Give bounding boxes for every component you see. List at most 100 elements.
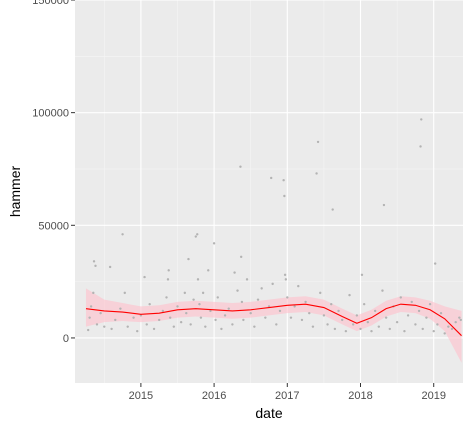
data-point	[103, 325, 106, 328]
data-point	[322, 314, 326, 317]
data-point	[406, 314, 410, 317]
data-point	[220, 327, 223, 331]
data-point	[212, 242, 216, 245]
data-point	[388, 327, 391, 331]
data-point	[196, 278, 200, 281]
data-point	[256, 298, 260, 301]
data-points	[86, 118, 463, 335]
plot-panel	[75, 0, 463, 383]
data-point	[341, 318, 344, 322]
data-point	[315, 172, 318, 175]
data-point	[326, 323, 329, 326]
y-axis-title: hammer	[7, 165, 23, 217]
data-point	[231, 323, 234, 326]
data-point	[132, 316, 135, 319]
data-point	[414, 323, 417, 326]
data-point	[260, 287, 263, 290]
data-point	[370, 329, 373, 333]
data-point	[410, 300, 413, 304]
data-point	[304, 300, 307, 304]
data-point	[433, 262, 437, 265]
x-tick-label: 2017	[275, 390, 299, 402]
data-point	[209, 309, 212, 313]
data-point	[242, 318, 245, 322]
data-point	[196, 233, 199, 236]
data-point	[333, 327, 337, 331]
x-axis-title: date	[255, 405, 282, 421]
data-point	[417, 309, 421, 313]
data-point	[377, 325, 381, 328]
data-point	[108, 265, 112, 269]
data-point	[348, 293, 351, 297]
data-point	[382, 203, 386, 207]
x-tick-label: 2019	[421, 390, 445, 402]
data-point	[161, 309, 165, 313]
data-point	[297, 284, 300, 288]
y-tick-label: 150000	[32, 0, 69, 7]
data-point	[198, 302, 201, 306]
major-grid	[75, 0, 463, 383]
y-tick-label: 100000	[32, 108, 69, 120]
data-point	[92, 291, 95, 295]
data-point	[283, 273, 287, 277]
data-point	[360, 273, 364, 277]
data-point	[337, 309, 340, 313]
confidence-ribbon	[85, 288, 462, 363]
data-point	[319, 291, 322, 295]
data-point	[88, 316, 91, 319]
data-point	[192, 298, 195, 301]
data-point	[99, 311, 102, 315]
data-point	[199, 316, 203, 319]
data-point	[94, 264, 97, 268]
data-point	[207, 269, 210, 272]
data-point	[136, 329, 139, 333]
data-point	[316, 140, 320, 144]
data-point	[419, 145, 422, 148]
data-point	[110, 327, 113, 331]
data-point	[300, 318, 304, 322]
data-point	[373, 309, 377, 313]
data-point	[311, 325, 315, 328]
data-point	[216, 296, 219, 299]
data-point	[214, 318, 217, 322]
data-point	[253, 325, 256, 328]
data-point	[421, 327, 424, 331]
data-point	[119, 307, 122, 310]
data-point	[183, 291, 187, 295]
data-point	[176, 305, 179, 308]
data-point	[239, 165, 242, 168]
data-point	[86, 328, 90, 332]
data-point	[278, 309, 282, 313]
data-point	[264, 316, 267, 319]
data-point	[271, 282, 274, 286]
data-point	[172, 325, 176, 328]
data-point	[204, 325, 207, 328]
data-point	[450, 327, 454, 331]
data-point	[443, 332, 446, 335]
data-point	[308, 311, 311, 315]
data-point	[282, 179, 285, 182]
data-point	[245, 278, 249, 281]
data-point	[439, 311, 443, 315]
data-point	[286, 296, 289, 299]
data-point	[384, 316, 388, 319]
data-point	[189, 323, 192, 326]
data-point	[152, 327, 156, 331]
data-point	[330, 302, 333, 306]
x-axis-ticks: 2015 2016 2017 2018 2019	[129, 383, 446, 402]
data-point	[275, 323, 278, 326]
x-tick-label: 2018	[348, 390, 372, 402]
data-point	[381, 289, 384, 292]
data-point	[362, 302, 366, 306]
minor-grid	[75, 0, 463, 383]
data-point	[157, 318, 161, 322]
data-point	[239, 255, 243, 259]
y-tick-label: 0	[63, 333, 69, 345]
data-point	[366, 320, 370, 324]
data-point	[359, 327, 362, 331]
data-point	[168, 316, 172, 319]
data-point	[165, 296, 168, 299]
data-point	[436, 323, 439, 326]
smooth-line	[85, 303, 462, 337]
